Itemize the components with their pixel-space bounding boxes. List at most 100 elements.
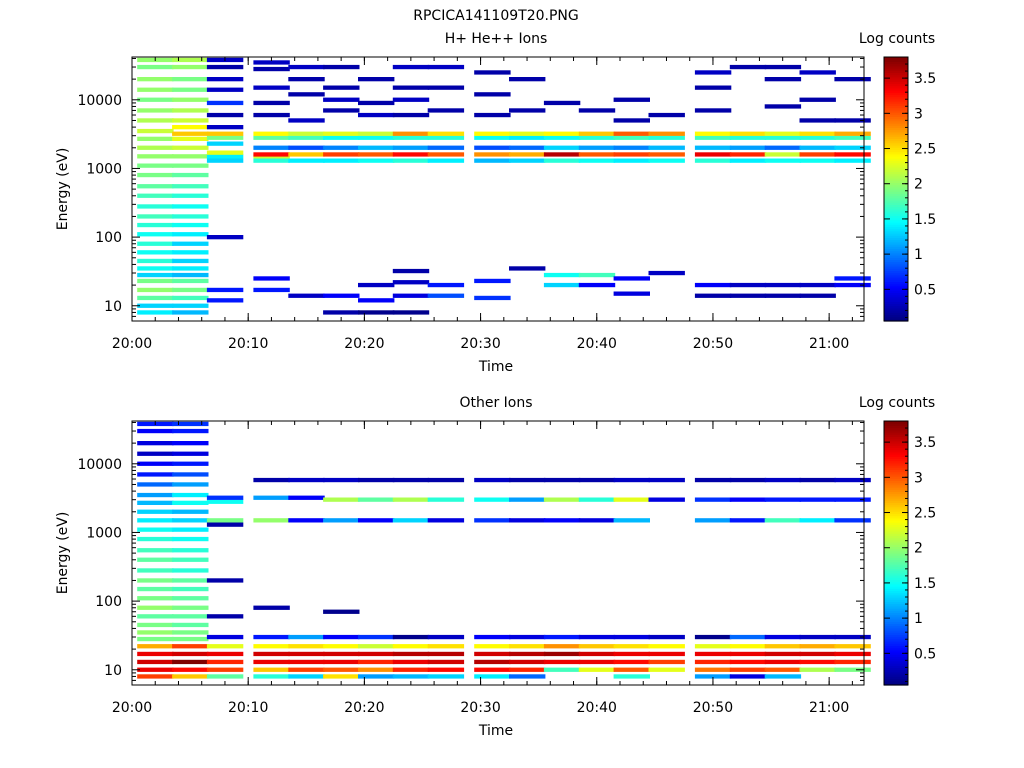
heatmap-cell [172,250,209,255]
heatmap-cell [172,241,209,246]
heatmap-cell [137,222,174,228]
heatmap-cell [323,609,360,614]
heatmap-cell [137,644,174,649]
panel-other-ions: Other Ions Log counts Energy (eV) Time 2… [55,395,936,739]
heatmap-cell [613,674,650,679]
heatmap-cell [253,100,290,106]
colorbar-swatch [884,252,908,256]
heatmap-cell [613,291,650,296]
heatmap-cell [764,158,802,163]
heatmap-cell [834,659,871,665]
heatmap-cell [172,500,209,505]
heatmap-cell [253,85,290,90]
heatmap-cell [834,518,871,523]
colorbar-swatch [884,656,908,660]
heatmap-cell [358,651,395,657]
heatmap-cell [474,651,511,657]
heatmap-cell [392,112,430,118]
heatmap-cell [288,145,325,150]
colorbar-swatch [884,621,908,624]
heatmap-cell [764,477,802,483]
heatmap-cell [172,57,209,63]
heatmap-cell [694,282,732,288]
colorbar-swatch [884,643,908,646]
colorbar-swatch [884,504,908,508]
colorbar-swatch [884,63,908,67]
colorbar-swatch [884,671,908,675]
heatmap-cell [648,634,685,640]
heatmap-cell [172,204,209,209]
heatmap-cell [206,495,244,500]
heatmap-cell [172,596,209,601]
colorbar-swatch [884,570,908,574]
heatmap-cell [834,135,871,140]
heatmap-cell [206,667,244,672]
heatmap-cell [694,497,732,502]
colorbar-swatch [884,588,908,591]
heatmap-cell [206,158,244,163]
heatmap-cell [694,651,732,657]
x-tick-label: 20:00 [112,700,152,716]
heatmap-cell [172,492,209,498]
colorbar-swatch [884,274,908,278]
heatmap-cell [474,295,511,301]
colorbar-swatch [884,423,908,426]
colorbar-swatch [884,292,908,296]
colorbar-swatch [884,246,908,249]
colorbar-swatch [884,614,908,618]
heatmap-cell [137,518,174,523]
heatmap-cell [253,145,290,150]
heatmap-cell [206,659,244,665]
colorbar-swatch [884,632,908,635]
x-tick-label: 21:00 [809,700,849,716]
heatmap-cell [648,667,685,672]
heatmap-cell [358,644,395,649]
colorbar-swatch [884,449,908,453]
heatmap-cell [764,282,802,288]
heatmap-cell [578,497,616,502]
panel-h-he-ions: H+ He++ Ions Log counts Energy (eV) Time… [55,31,936,375]
heatmap-cell [323,634,360,640]
y-axis-label: Energy (eV) [55,148,71,231]
heatmap-cell [578,659,616,665]
heatmap-cell [799,667,836,672]
heatmap-cell [137,287,174,293]
heatmap-cell [474,634,511,640]
heatmap-cell [509,644,546,649]
heatmap-cell [137,295,174,301]
colorbar-swatch [884,74,908,78]
heatmap-cell [694,108,732,113]
heatmap-cell [172,136,209,141]
colorbar-swatch [884,123,908,126]
heatmap-cell [358,135,395,140]
colorbar-swatch [884,299,908,302]
colorbar-swatch [884,467,908,470]
heatmap-cell [323,108,360,113]
colorbar-swatch [884,186,908,190]
colorbar-swatch [884,434,908,437]
x-tick-label: 20:10 [228,336,268,352]
heatmap-cell [578,518,616,523]
colorbar-swatch [884,257,908,260]
heatmap-cell [729,674,767,679]
colorbar-swatch [884,248,908,252]
heatmap-cell [799,634,836,640]
heatmap-cell [323,158,360,163]
colorbar-swatch [884,85,908,89]
heatmap-cell [427,282,465,288]
colorbar-swatch [884,583,908,587]
heatmap-cell [427,135,465,140]
heatmap-cell [427,634,465,640]
heatmap-cell [613,477,650,483]
colorbar-swatch [884,310,908,313]
figure-title: RPCICA141109T20.PNG [413,8,578,24]
heatmap-cell [799,118,836,123]
colorbar-swatch [884,184,908,188]
colorbar-swatch [884,296,908,300]
heatmap-cell [613,497,650,502]
colorbar-swatch [884,581,908,585]
heatmap-cell [427,659,465,665]
heatmap-cell [799,158,836,163]
colorbar-swatch [884,312,908,315]
colorbar-swatch [884,531,908,534]
